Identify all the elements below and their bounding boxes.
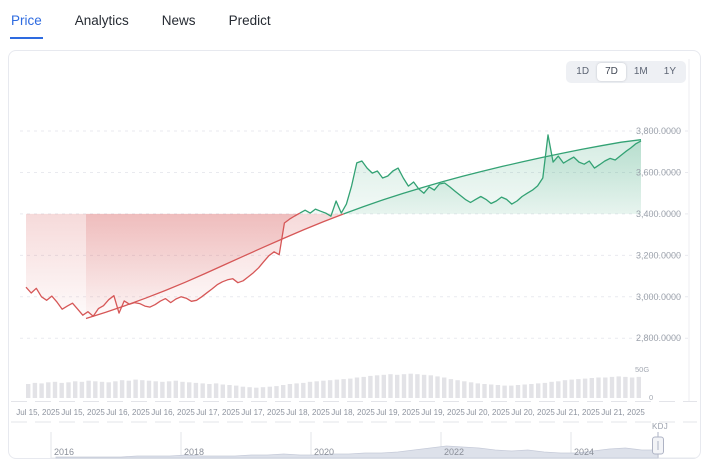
svg-text:Jul 16, 2025: Jul 16, 2025 [106, 408, 150, 417]
navigator-mini-area [55, 445, 659, 459]
volume-bars [26, 373, 641, 398]
price-line [25, 134, 642, 317]
svg-text:2022: 2022 [444, 447, 464, 457]
svg-text:Jul 17, 2025: Jul 17, 2025 [196, 408, 240, 417]
price-chart: 3,800.0000 3,600.0000 3,400.0000 3,200.0000… [11, 59, 697, 459]
navigator[interactable] [50, 432, 696, 459]
svg-text:Jul 15, 2025: Jul 15, 2025 [16, 408, 60, 417]
svg-text:2018: 2018 [184, 447, 204, 457]
kdj-indicator-label: KDJ [652, 422, 669, 431]
svg-text:2,800.0000: 2,800.0000 [636, 333, 681, 343]
svg-text:Jul 15, 2025: Jul 15, 2025 [61, 408, 105, 417]
price-chart-card: 1D 7D 1M 1Y KDJ 3,800.0000 3,600.0000 3,40… [8, 50, 701, 459]
navigator-year-labels: 2016 2018 2020 2022 2024 [54, 447, 594, 457]
tab-news[interactable]: News [161, 13, 196, 28]
range-1m-button[interactable]: 1M [633, 66, 648, 77]
svg-text:Jul 18, 2025: Jul 18, 2025 [331, 408, 375, 417]
svg-text:2020: 2020 [314, 447, 334, 457]
tab-price[interactable]: Price [10, 6, 43, 39]
svg-text:Jul 18, 2025: Jul 18, 2025 [286, 408, 330, 417]
svg-text:2024: 2024 [574, 447, 594, 457]
navigator-handle[interactable] [652, 432, 664, 458]
svg-text:Jul 16, 2025: Jul 16, 2025 [151, 408, 195, 417]
tab-predict[interactable]: Predict [228, 13, 271, 28]
price-area [26, 134, 641, 317]
svg-text:3,200.0000: 3,200.0000 [636, 250, 681, 260]
range-1y-button[interactable]: 1Y [663, 66, 676, 77]
svg-text:3,400.0000: 3,400.0000 [636, 209, 681, 219]
svg-text:3,000.0000: 3,000.0000 [636, 292, 681, 302]
svg-text:Jul 21, 2025: Jul 21, 2025 [556, 408, 600, 417]
svg-text:2016: 2016 [54, 447, 74, 457]
tab-bar: Price Analytics News Predict [10, 6, 272, 39]
svg-text:Jul 20, 2025: Jul 20, 2025 [466, 408, 510, 417]
svg-text:Jul 21, 2025: Jul 21, 2025 [601, 408, 645, 417]
svg-text:3,800.0000: 3,800.0000 [636, 126, 681, 136]
time-range-selector: 1D 7D 1M 1Y [566, 61, 686, 83]
svg-text:3,600.0000: 3,600.0000 [636, 167, 681, 177]
volume-axis-labels: 50G 0 [635, 365, 653, 402]
range-1d-button[interactable]: 1D [576, 66, 590, 77]
svg-text:Jul 20, 2025: Jul 20, 2025 [511, 408, 555, 417]
svg-text:Jul 17, 2025: Jul 17, 2025 [241, 408, 285, 417]
svg-text:Jul 19, 2025: Jul 19, 2025 [421, 408, 465, 417]
svg-text:Jul 19, 2025: Jul 19, 2025 [376, 408, 420, 417]
svg-text:0: 0 [649, 393, 653, 402]
x-axis-labels: Jul 15, 2025 Jul 15, 2025 Jul 16, 2025 Jul … [16, 408, 645, 417]
axis-separators [11, 401, 697, 423]
tab-analytics[interactable]: Analytics [74, 13, 129, 28]
y-axis-labels: 3,800.0000 3,600.0000 3,400.0000 3,200.0000… [636, 126, 681, 343]
svg-text:50G: 50G [635, 365, 649, 374]
range-7d-button[interactable]: 7D [597, 63, 626, 81]
